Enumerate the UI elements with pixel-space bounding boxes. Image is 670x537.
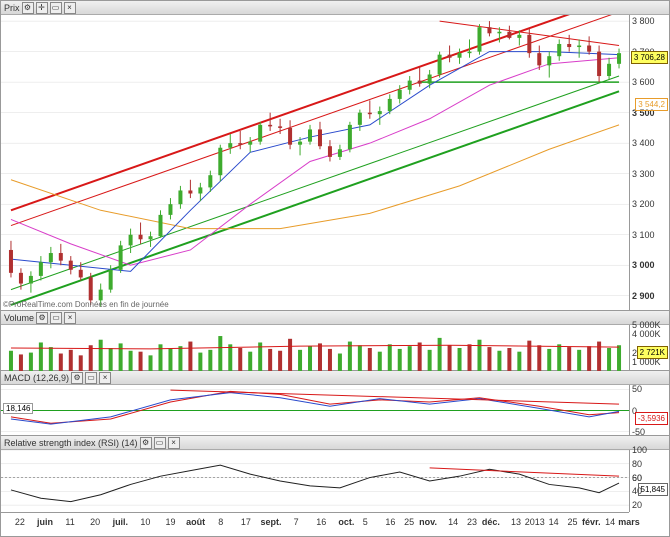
crosshair-icon[interactable]: ✛ xyxy=(36,2,48,14)
price-value-label: 3 706,28 xyxy=(631,51,668,64)
x-tick: 25 xyxy=(567,517,577,532)
expand-icon[interactable]: ▭ xyxy=(154,437,166,449)
x-tick: 14 xyxy=(605,517,615,532)
x-tick: 22 xyxy=(15,517,25,532)
x-tick: août xyxy=(186,517,205,532)
close-icon[interactable]: × xyxy=(168,437,180,449)
x-tick: juil. xyxy=(113,517,129,532)
rsi-value-label: 51,845 xyxy=(638,483,668,496)
x-tick: 19 xyxy=(166,517,176,532)
x-tick: 11 xyxy=(65,517,74,532)
x-axis: 22 juin 11 20 juil. 10 19 août 8 17 sept. 7 16 oct. 5 1… xyxy=(1,512,629,534)
y-tick: 3 100 xyxy=(632,230,655,240)
y-tick: 100 xyxy=(632,445,647,455)
y-tick: 4 000K xyxy=(632,329,661,339)
x-tick: mars xyxy=(618,517,640,532)
x-tick: 20 xyxy=(90,517,100,532)
volume-y-axis: 1 000K2 000K4 000K5 000K2 721K xyxy=(629,325,669,370)
close-icon[interactable]: × xyxy=(99,372,111,384)
ma-value-label: 3 544,2 xyxy=(635,98,668,111)
macd-side-label: 18,146 xyxy=(3,403,33,414)
x-tick: févr. xyxy=(582,517,601,532)
y-tick: 3 200 xyxy=(632,199,655,209)
settings-icon[interactable]: ⚙ xyxy=(36,312,48,324)
settings-icon[interactable]: ⚙ xyxy=(71,372,83,384)
x-tick: sept. xyxy=(261,517,282,532)
settings-icon[interactable]: ⚙ xyxy=(22,2,34,14)
macd-title: MACD (12,26,9) xyxy=(4,373,69,383)
y-tick: 80 xyxy=(632,459,642,469)
macd-panel: MACD (12,26,9) ⚙ ▭ ×18,146-50050-3,5936 xyxy=(1,371,669,436)
rsi-header: Relative strength index (RSI) (14) ⚙ ▭ × xyxy=(1,436,669,450)
macd-y-axis: -50050-3,5936 xyxy=(629,385,669,435)
y-tick: 60 xyxy=(632,473,642,483)
y-tick: 5 000K xyxy=(632,320,661,330)
x-tick: 10 xyxy=(140,517,150,532)
x-tick: 16 xyxy=(316,517,326,532)
x-tick: juin xyxy=(37,517,53,532)
volume-value-label: 2 721K xyxy=(637,346,668,359)
y-tick: 3 600 xyxy=(632,77,655,87)
macd-value-label: -3,5936 xyxy=(635,412,668,425)
x-tick: 5 xyxy=(363,517,368,532)
x-tick: 14 xyxy=(549,517,559,532)
copyright-text: ©ProRealTime.com Données en fin de journ… xyxy=(3,300,169,309)
rsi-y-axis: 2040608010051,84560 xyxy=(629,450,669,512)
rsi-title: Relative strength index (RSI) (14) xyxy=(4,438,138,448)
y-tick: 20 xyxy=(632,500,642,510)
price-header: Prix ⚙ ✛ ▭ × xyxy=(1,1,669,15)
y-tick: 3 400 xyxy=(632,138,655,148)
close-icon[interactable]: × xyxy=(64,2,76,14)
settings-icon[interactable]: ⚙ xyxy=(140,437,152,449)
price-title: Prix xyxy=(4,3,20,13)
price-y-axis: 2 9003 0003 1003 2003 3003 4003 5003 600… xyxy=(629,15,669,310)
x-tick: 17 xyxy=(241,517,251,532)
x-tick: 8 xyxy=(218,517,223,532)
macd-header: MACD (12,26,9) ⚙ ▭ × xyxy=(1,371,669,385)
y-tick: 3 000 xyxy=(632,260,655,270)
expand-icon[interactable]: ▭ xyxy=(50,2,62,14)
x-tick: 7 xyxy=(294,517,299,532)
expand-icon[interactable]: ▭ xyxy=(85,372,97,384)
x-tick: 25 xyxy=(404,517,414,532)
price-panel: Prix ⚙ ✛ ▭ × ©ProRealTime.com Données en… xyxy=(1,1,669,311)
rsi-panel: Relative strength index (RSI) (14) ⚙ ▭ ×… xyxy=(1,436,669,512)
y-tick: 2 900 xyxy=(632,291,655,301)
expand-icon[interactable]: ▭ xyxy=(50,312,62,324)
volume-title: Volume xyxy=(4,313,34,323)
x-tick: nov. xyxy=(419,517,437,532)
x-tick: oct. xyxy=(338,517,354,532)
y-tick: 3 300 xyxy=(632,169,655,179)
x-tick: 14 xyxy=(448,517,458,532)
x-tick: 13 xyxy=(511,517,521,532)
y-tick: 3 800 xyxy=(632,16,655,26)
volume-header: Volume ⚙ ▭ × xyxy=(1,311,669,325)
close-icon[interactable]: × xyxy=(64,312,76,324)
x-tick: 23 xyxy=(467,517,477,532)
x-tick: déc. xyxy=(482,517,500,532)
volume-panel: Volume ⚙ ▭ ×1 000K2 000K4 000K5 000K2 72… xyxy=(1,311,669,371)
x-tick: 2013 xyxy=(525,517,545,532)
x-tick: 16 xyxy=(385,517,395,532)
y-tick: 50 xyxy=(632,384,642,394)
